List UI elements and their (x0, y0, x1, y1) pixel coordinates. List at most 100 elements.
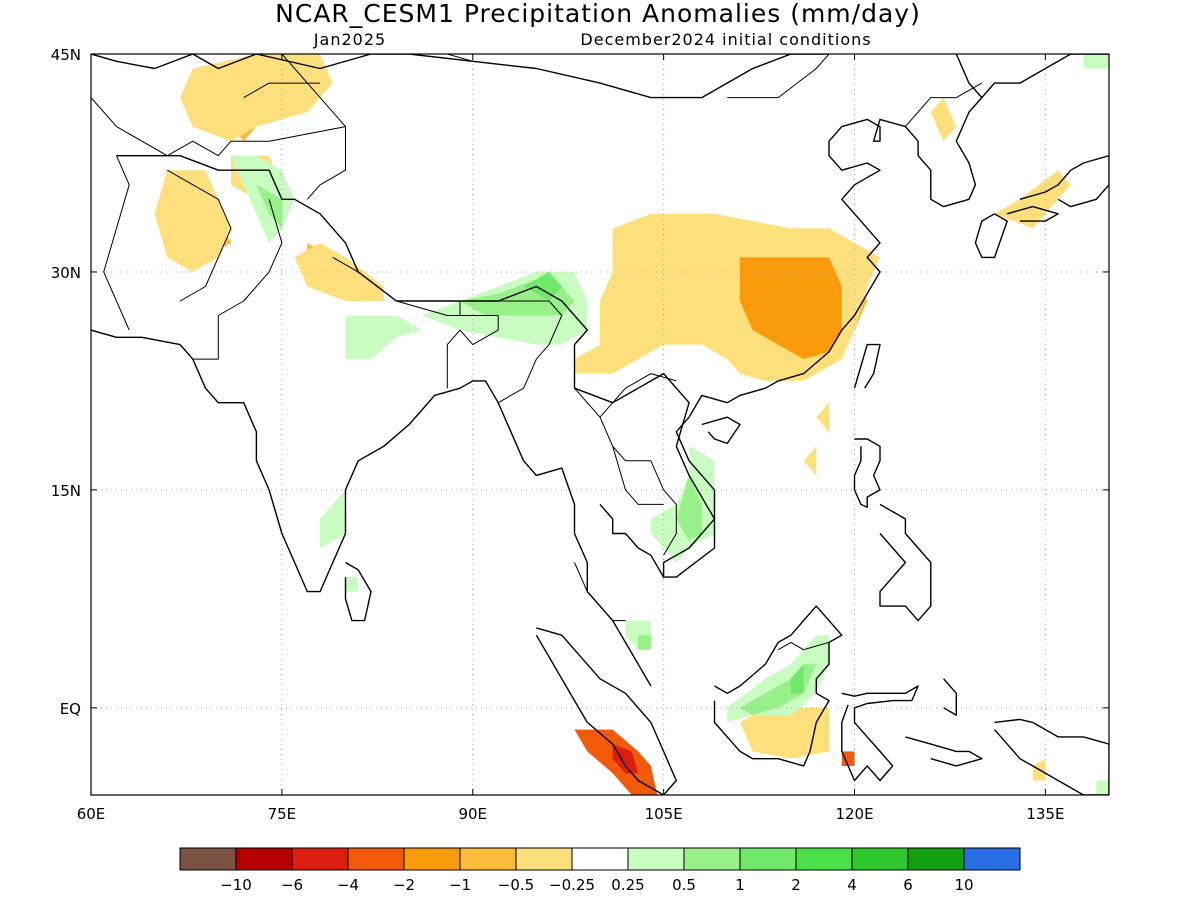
colorbar-label: −1 (449, 876, 471, 894)
map-plot-area: 60E 75E 90E 105E 120E 135E 45N 30N 15N EQ (51, 46, 1110, 823)
colorbar-label: 10 (954, 876, 973, 894)
anomaly-region-0p25-5 (345, 577, 359, 592)
coastline-15 (1019, 154, 1109, 208)
country-border-12 (91, 97, 168, 157)
x-tick-label: 60E (77, 805, 106, 823)
coastline-0 (91, 54, 829, 99)
colorbar-swatch-13 (907, 847, 965, 871)
anomaly-region-0p5-2 (676, 475, 702, 541)
country-border-16 (905, 82, 983, 127)
colorbar-label: 1 (735, 876, 745, 894)
colorbar-swatch-11 (795, 847, 853, 871)
coastlines (91, 54, 1109, 795)
anomaly-region-0p25-4 (320, 489, 346, 548)
colorbar-label: −10 (220, 876, 252, 894)
colorbar-swatch-14 (963, 847, 1021, 871)
anomaly-region--0p25-7 (994, 170, 1071, 229)
colorbar-label: 0.25 (611, 876, 644, 894)
coastline-1 (116, 154, 716, 578)
map-frame (90, 53, 1110, 796)
anomaly-shading (154, 54, 1109, 795)
colorbar-swatch-9 (683, 847, 741, 871)
anomaly-region--0p25-6 (930, 97, 957, 142)
colorbar-swatch-6 (515, 847, 573, 871)
country-border-2 (192, 199, 283, 360)
colorbar-label: −6 (281, 876, 303, 894)
lat-lon-gridlines (91, 54, 1109, 795)
colorbar-label: 4 (847, 876, 857, 894)
coastline-10 (853, 438, 881, 508)
country-border-1 (167, 169, 232, 302)
colorbar-label: −2 (393, 876, 415, 894)
country-border-3 (332, 256, 461, 316)
y-tick-label: 45N (51, 46, 81, 64)
country-border-11 (167, 126, 346, 157)
x-tick-label: 75E (268, 805, 297, 823)
anomaly-region--0p25-5 (740, 707, 829, 759)
coastline-5 (701, 416, 741, 445)
coastline-17 (905, 736, 983, 767)
coastline-2 (91, 329, 652, 687)
colorbar-swatch-10 (739, 847, 797, 871)
country-border-4 (446, 315, 499, 389)
country-border-8 (612, 446, 664, 505)
coastline-11 (879, 503, 932, 622)
colorbar-label: −0.5 (498, 876, 534, 894)
map-title: NCAR_CESM1 Precipitation Anomalies (mm/d… (275, 0, 921, 28)
anomaly-region-0p5-0 (256, 184, 282, 229)
coastline-18 (943, 678, 957, 716)
colorbar-label: −4 (337, 876, 359, 894)
anomaly-region-1-0 (523, 271, 562, 301)
x-tick-label: 120E (835, 805, 873, 823)
anomaly-region-0p5-3 (638, 635, 651, 650)
country-border-14 (446, 54, 473, 62)
coastline-14 (1007, 205, 1059, 222)
country-border-9 (574, 562, 626, 622)
colorbar-swatch-2 (291, 847, 349, 871)
country-border-17 (777, 641, 830, 651)
colorbar-label: 0.5 (672, 876, 696, 894)
longitude-axis: 60E 75E 90E 105E 120E 135E (77, 54, 1064, 823)
y-tick-label: 30N (51, 264, 81, 282)
country-border-6 (574, 387, 677, 556)
country-border-5 (497, 300, 563, 404)
y-tick-label: EQ (60, 700, 81, 718)
colorbar-swatch-4 (403, 847, 461, 871)
color-legend: −10 −6 −4 −2 −1 −0.5 −0.25 0.25 0.5 1 2 4 6 10 (179, 847, 1021, 894)
colorbar-swatch-7 (571, 847, 629, 871)
anomaly-region--4-0 (612, 744, 639, 774)
x-tick-label: 90E (458, 805, 487, 823)
anomaly-region-0p25-9 (1096, 780, 1109, 795)
country-border-7 (599, 373, 677, 418)
country-border-15 (727, 54, 830, 99)
initial-conditions: December2024 initial conditions (580, 30, 871, 49)
colorbar-label: 2 (791, 876, 801, 894)
coastline-9 (841, 685, 919, 782)
colorbar-swatch-3 (347, 847, 405, 871)
coastline-3 (344, 561, 372, 622)
anomaly-region-1-1 (790, 664, 804, 694)
anomaly-region-0p25-1 (345, 315, 422, 360)
colorbar-swatch-5 (459, 847, 517, 871)
y-tick-label: 15N (51, 482, 81, 500)
anomaly-region--0p25-3 (294, 242, 384, 301)
anomaly-region--0p25-8 (816, 402, 829, 432)
coastline-13 (974, 213, 1008, 259)
coastline-7 (535, 627, 677, 795)
coastline-12 (955, 54, 983, 99)
coastline-4 (599, 54, 1109, 578)
colorbar-swatch-8 (627, 847, 685, 871)
colorbar-swatch-12 (851, 847, 909, 871)
anomaly-region--0p25-9 (803, 446, 817, 476)
anomaly-region--2-1 (841, 751, 855, 766)
x-tick-label: 135E (1026, 805, 1064, 823)
colorbar-label: 6 (903, 876, 913, 894)
coastline-6 (853, 343, 881, 389)
country-border-0 (103, 155, 130, 331)
country-border-13 (243, 82, 321, 99)
country-border-10 (281, 54, 346, 200)
coastline-16 (993, 718, 1109, 795)
x-tick-label: 105E (645, 805, 683, 823)
valid-month: Jan2025 (313, 30, 386, 49)
